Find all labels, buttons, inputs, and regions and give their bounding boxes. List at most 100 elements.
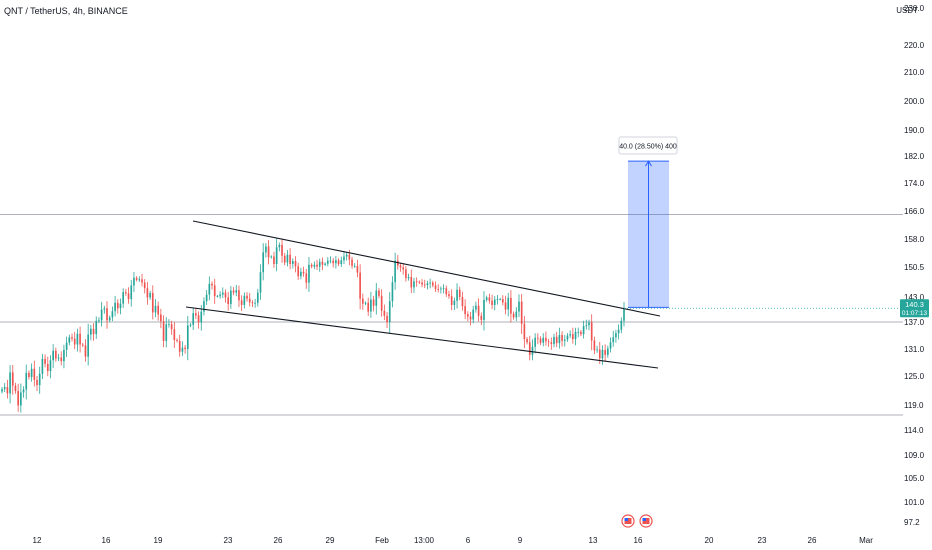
candle-body [291, 261, 294, 265]
candle-body [308, 264, 310, 283]
candle-body [44, 358, 46, 364]
y-tick-label: 182.0 [904, 152, 925, 161]
candle-body [149, 293, 151, 298]
candle-body [205, 294, 208, 302]
candle-body [189, 324, 192, 326]
candle-body [130, 285, 133, 300]
candle-body [119, 303, 122, 309]
candle-body [469, 316, 472, 320]
candle-body [230, 290, 232, 305]
candle-body [351, 259, 353, 266]
candle-body [38, 373, 41, 386]
candle-body [100, 309, 103, 321]
candle-body [6, 387, 9, 394]
candle-body [394, 260, 396, 283]
candle-body [11, 372, 14, 386]
y-tick-label: 200.0 [904, 97, 925, 106]
candle-body [375, 290, 378, 306]
candle-body [361, 298, 364, 304]
candle-body [431, 282, 434, 286]
candle-body [442, 288, 445, 289]
candle-body [555, 336, 558, 344]
x-tick-label: 9 [518, 536, 523, 545]
candle-body [372, 299, 375, 306]
candle-body [553, 336, 555, 345]
candle-body [421, 282, 423, 285]
candle-body [256, 292, 259, 303]
candle-body [106, 308, 108, 321]
candle-body [326, 260, 329, 264]
candle-body [289, 254, 291, 265]
y-tick-label: 137.0 [904, 318, 925, 327]
candle-body [563, 339, 566, 341]
candle-body [232, 290, 235, 293]
candle-body [208, 283, 211, 295]
candle-body [364, 302, 367, 304]
candle-body [22, 389, 25, 393]
candle-body [90, 328, 92, 335]
candle-body [259, 272, 262, 293]
x-tick-label: 23 [224, 536, 233, 545]
candle-body [545, 337, 547, 342]
candle-body [168, 324, 170, 326]
candle-body [1, 389, 3, 392]
candle-body [574, 331, 577, 340]
y-tick-label: 143.0 [904, 293, 925, 302]
candle-body [569, 334, 571, 336]
candle-body [472, 309, 475, 320]
candle-body [359, 272, 361, 299]
x-tick-label: 26 [274, 536, 283, 545]
candle-body [52, 350, 54, 361]
candle-body [461, 297, 464, 307]
y-tick-label: 101.0 [904, 498, 925, 507]
candle-body [456, 289, 458, 301]
flag-canton [642, 518, 646, 521]
candle-body [550, 342, 553, 345]
candle-body [477, 305, 480, 316]
y-tick-label: 150.5 [904, 263, 925, 272]
candle-body [440, 288, 442, 290]
candle-body [224, 292, 227, 298]
candle-body [184, 347, 186, 349]
candle-body [405, 269, 407, 279]
candle-body [135, 277, 138, 280]
candle-body [211, 283, 213, 286]
candle-body [410, 277, 413, 288]
y-tick-label: 109.0 [904, 451, 925, 460]
candle-body [496, 299, 499, 300]
candle-body [572, 334, 574, 340]
candle-body [248, 298, 251, 303]
y-tick-label: 131.0 [904, 345, 925, 354]
candle-body [267, 246, 270, 258]
candle-body [25, 372, 28, 390]
candle-body [345, 254, 348, 257]
candle-body [141, 279, 143, 283]
candle-body [154, 305, 157, 313]
x-tick-label: 13:00 [414, 536, 435, 545]
candle-body [388, 301, 391, 322]
candle-body [262, 252, 265, 273]
candle-body [63, 349, 65, 362]
candle-body [321, 261, 324, 265]
flag-canton [624, 518, 628, 521]
candle-body [534, 337, 536, 347]
candle-body [270, 256, 273, 258]
candle-body [340, 260, 343, 265]
candle-body [316, 264, 318, 267]
candle-body [46, 363, 49, 372]
candle-body [92, 328, 95, 335]
candle-body [95, 320, 98, 335]
candle-body [526, 339, 528, 343]
candle-body [275, 247, 278, 265]
candle-body [36, 379, 38, 386]
candle-body [55, 350, 57, 359]
candle-body [14, 385, 17, 391]
candle-body [593, 340, 596, 351]
candle-body [28, 372, 30, 377]
y-tick-label: 210.0 [904, 68, 925, 77]
candle-body [170, 324, 173, 330]
candle-body [313, 264, 316, 267]
candle-body [353, 265, 356, 267]
